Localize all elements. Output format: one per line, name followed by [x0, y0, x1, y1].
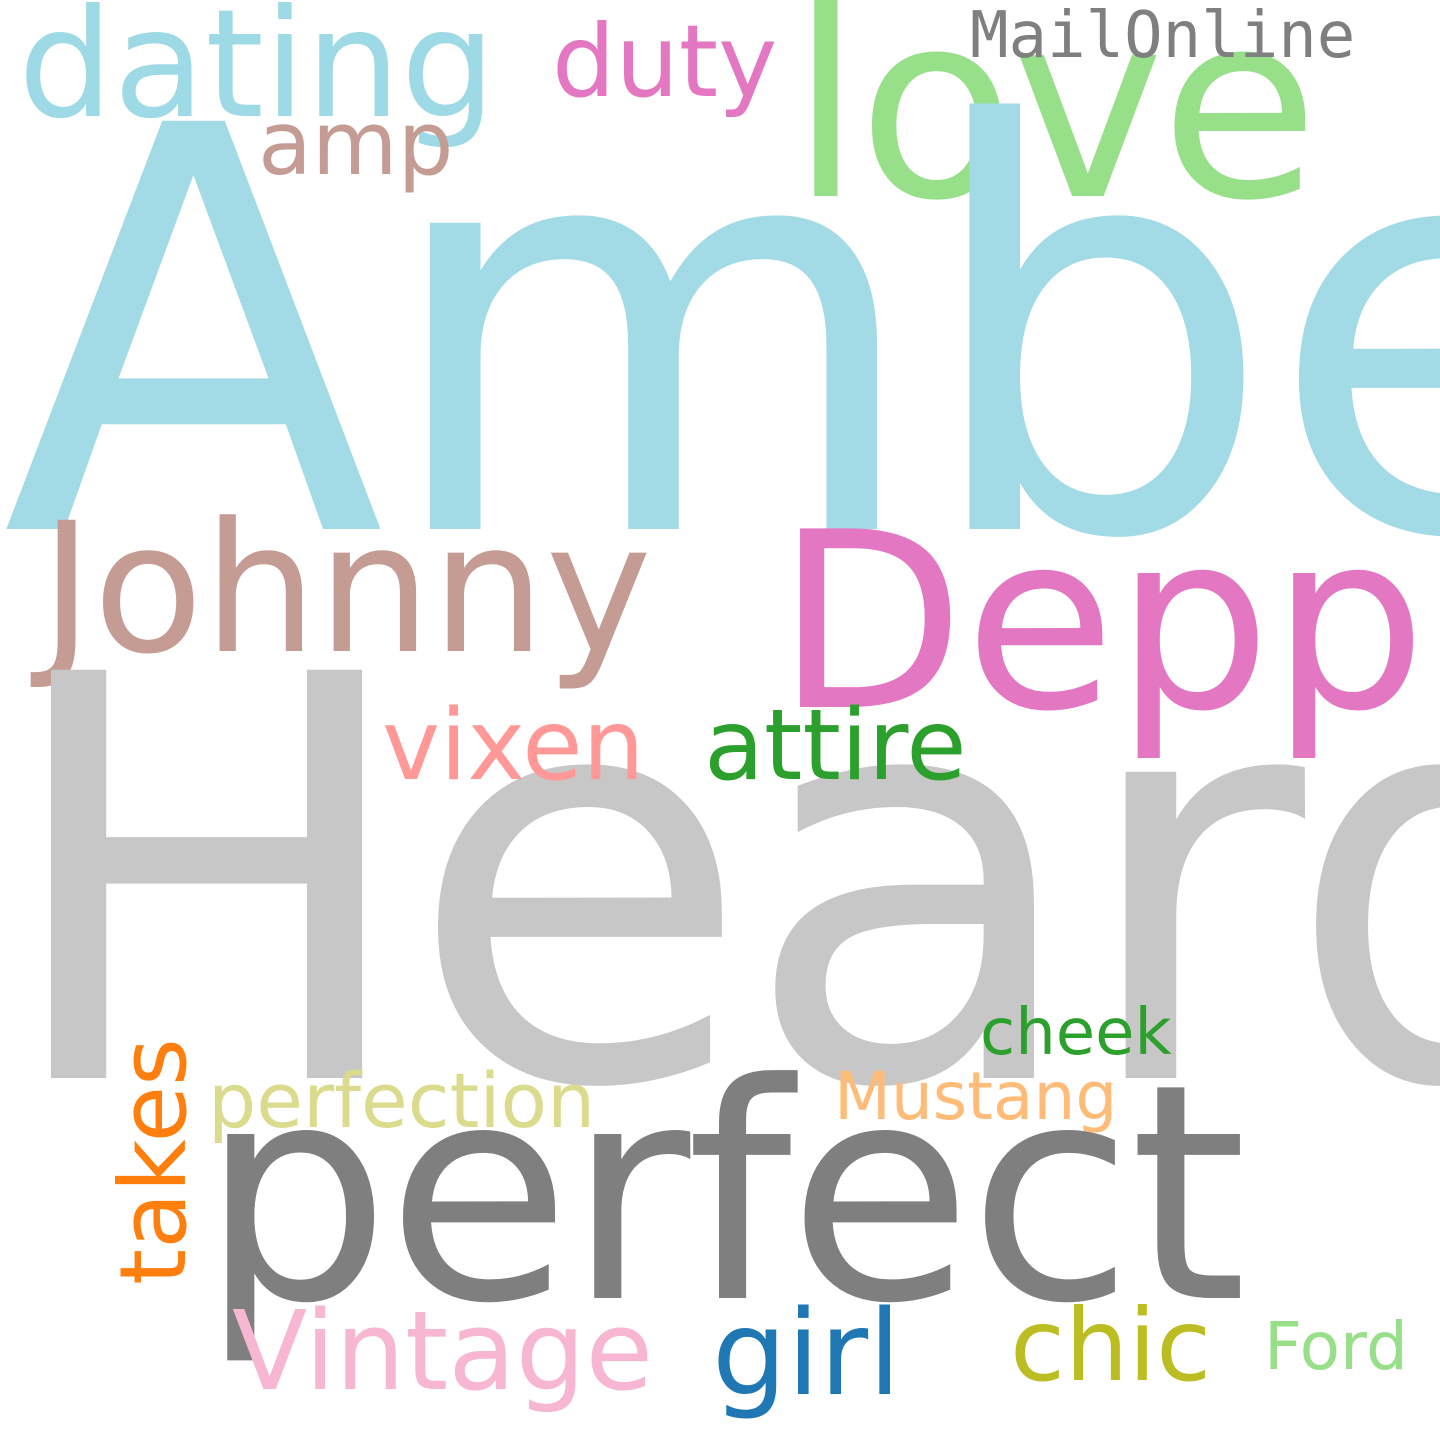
word-dating: dating [18, 0, 496, 152]
word-amber: Amber [2, 10, 1440, 662]
word-vixen: vixen [382, 689, 645, 803]
word-attire: attire [704, 689, 967, 803]
word-amp: amp [258, 92, 454, 195]
word-love: love [790, 0, 1319, 257]
word-johnny: Johnny [40, 485, 652, 694]
word-vintage: Vintage [232, 1287, 654, 1415]
word-chic: chic [1010, 1287, 1212, 1404]
word-cheek: cheek [980, 996, 1172, 1070]
word-depp: Depp [776, 480, 1427, 765]
word-duty: duty [552, 3, 778, 120]
word-heard: Heard [0, 559, 1440, 1211]
word-takes: takes [100, 1038, 207, 1285]
word-ford: Ford [1264, 1308, 1408, 1385]
word-mailonline: MailOnline [970, 0, 1356, 73]
word-mustang: Mustang [834, 1058, 1118, 1135]
word-perfection: perfection [208, 1056, 596, 1145]
word-perfect: perfect [200, 1020, 1247, 1369]
word-girl: girl [712, 1284, 901, 1422]
